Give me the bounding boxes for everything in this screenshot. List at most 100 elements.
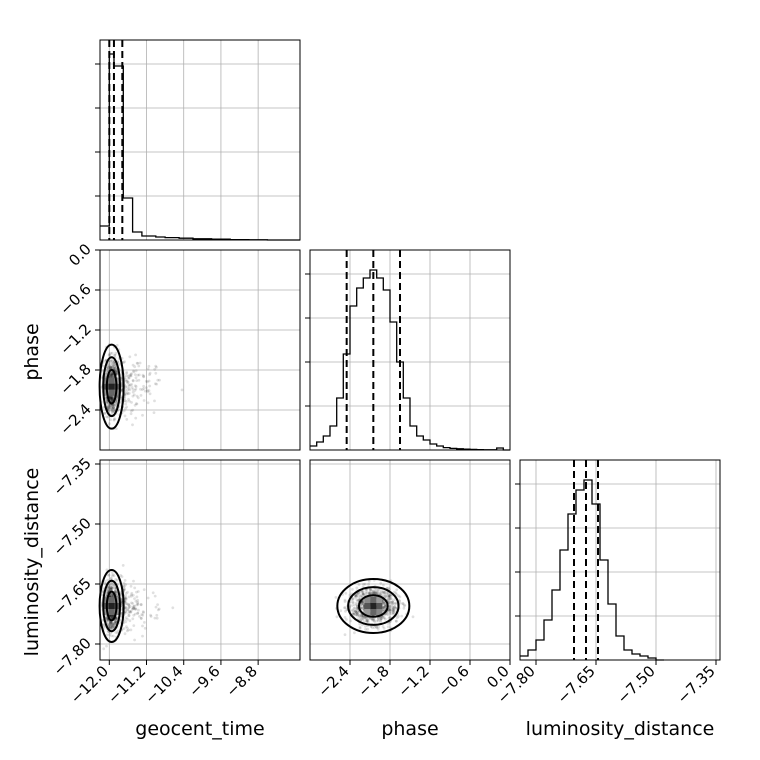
scatter-point (106, 622, 110, 626)
x-tick-label: −1.8 (354, 662, 392, 700)
scatter-point (125, 379, 129, 383)
scatter-point (109, 586, 113, 590)
scatter-point (112, 623, 116, 627)
scatter-point (109, 625, 113, 629)
scatter-point (136, 600, 140, 604)
scatter-point (153, 616, 157, 620)
scatter-point (132, 369, 135, 373)
scatter-point (110, 586, 114, 590)
scatter-point (387, 586, 391, 590)
scatter-point (127, 603, 130, 607)
contour-level (105, 590, 118, 622)
scatter-point (108, 352, 111, 356)
scatter-point (109, 373, 112, 377)
scatter-point (364, 616, 368, 620)
scatter-point (381, 615, 384, 619)
scatter-point (111, 396, 115, 400)
scatter-point (122, 584, 126, 588)
scatter-point (397, 594, 400, 598)
scatter-point (351, 588, 354, 591)
scatter-point (123, 588, 126, 591)
scatter-point (158, 378, 161, 382)
scatter-point (131, 379, 135, 383)
x-tick-label: −7.50 (614, 662, 659, 707)
scatter-point (134, 376, 138, 380)
scatter-point (379, 582, 383, 585)
scatter-point (133, 607, 137, 610)
scatter-point (113, 353, 117, 357)
scatter-point (136, 611, 140, 615)
scatter-point (147, 379, 151, 383)
scatter-point (124, 388, 128, 392)
scatter-point (366, 620, 370, 624)
x-tick-label: −2.4 (314, 662, 352, 700)
scatter-point (127, 397, 130, 401)
scatter-point (142, 611, 145, 614)
scatter-point (109, 360, 113, 363)
scatter-point (354, 601, 358, 605)
scatter-point (119, 574, 123, 577)
scatter-point (354, 594, 358, 597)
scatter-point (392, 607, 396, 611)
scatter-point (377, 592, 381, 596)
scatter-point (105, 370, 109, 374)
scatter-point (373, 591, 377, 595)
scatter-point (343, 616, 347, 619)
scatter-point (110, 373, 114, 377)
scatter-point (376, 616, 380, 620)
scatter-point (109, 396, 113, 400)
contour-level (105, 368, 118, 405)
scatter-point (391, 609, 395, 613)
scatter-point (377, 588, 380, 592)
scatter-point (127, 384, 131, 388)
scatter-point (125, 602, 129, 606)
scatter-point (366, 619, 369, 623)
scatter-point (127, 602, 131, 606)
scatter-point (357, 613, 360, 616)
scatter-point (402, 604, 406, 608)
scatter-point (109, 593, 112, 597)
scatter-point (101, 623, 105, 627)
panel-hist-phase (305, 249, 511, 451)
scatter-point (111, 372, 114, 376)
scatter-point (401, 602, 405, 606)
scatter-point (97, 587, 100, 590)
scatter-point (142, 387, 146, 390)
scatter-point (133, 607, 137, 611)
density-cell (102, 389, 109, 396)
panel-geocent-time-vs-luminosity-distance (97, 459, 301, 661)
scatter-point (133, 403, 137, 407)
scatter-point (353, 631, 356, 635)
scatter-point (110, 371, 114, 375)
scatter-point (369, 617, 373, 620)
scatter-point (388, 594, 392, 598)
scatter-point (123, 632, 127, 636)
scatter-point (106, 366, 110, 370)
scatter-point (109, 397, 113, 401)
scatter-point (387, 596, 391, 599)
scatter-point (358, 622, 362, 626)
scatter-point (108, 403, 111, 407)
scatter-point (388, 595, 392, 599)
scatter-point (358, 616, 362, 620)
scatter-point (362, 583, 365, 586)
scatter-point (109, 366, 112, 370)
scatter-point (361, 614, 365, 618)
density-cell (364, 603, 371, 609)
scatter-point (371, 591, 375, 594)
scatter-point (133, 604, 136, 608)
scatter-point (111, 406, 115, 410)
scatter-point (355, 607, 359, 610)
scatter-point (110, 373, 114, 377)
scatter-point (133, 384, 137, 388)
scatter-point (368, 592, 371, 596)
scatter-point (353, 606, 357, 610)
scatter-point (105, 644, 108, 648)
scatter-point (352, 611, 356, 615)
scatter-point (105, 633, 109, 637)
scatter-point (111, 406, 115, 410)
scatter-point (132, 370, 136, 374)
scatter-point (110, 351, 114, 355)
scatter-point (112, 410, 115, 413)
